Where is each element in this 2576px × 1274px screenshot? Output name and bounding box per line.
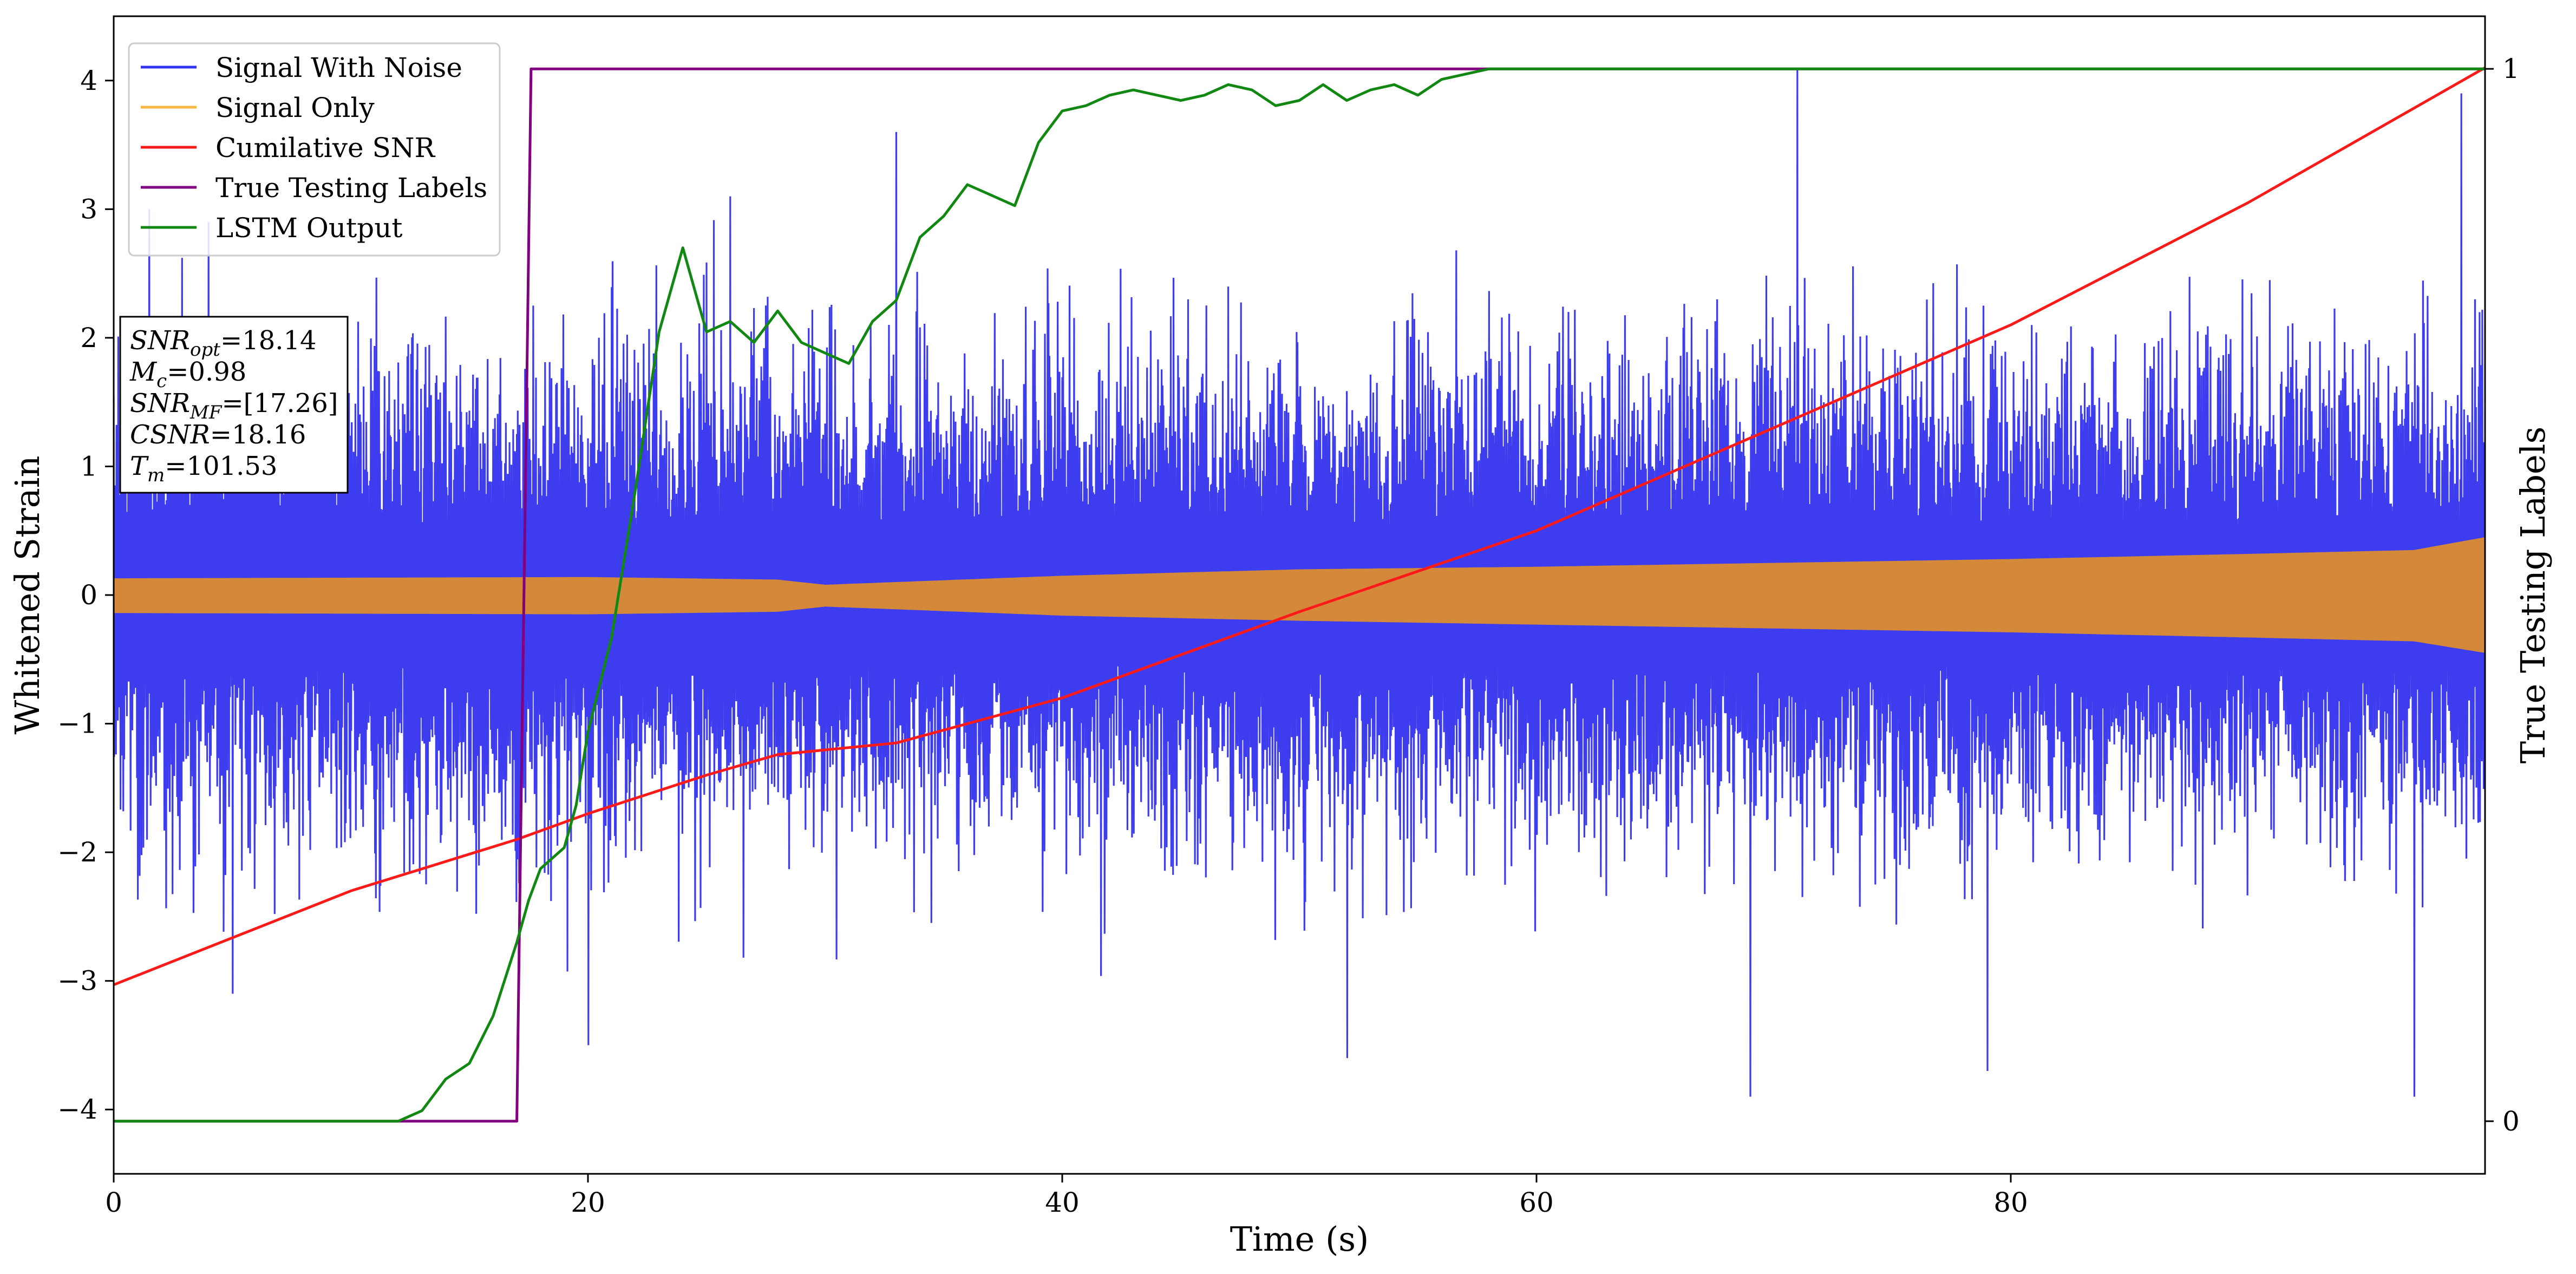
annotation-box: SNRopt=18.14Mc=0.98SNRMF=[17.26]CSNR=18.…: [119, 316, 349, 494]
x-tick-label: 40: [1045, 1187, 1080, 1218]
x-axis-label: Time (s): [1230, 1219, 1369, 1259]
y2-tick-label: 0: [2502, 1106, 2520, 1137]
annotation-line: Tm=101.53: [130, 451, 277, 486]
series-lstm-output: [114, 67, 2485, 1123]
annotation-line: CSNR=18.16: [130, 420, 306, 450]
y-tick-label: 1: [80, 450, 97, 482]
y2-axis-label: True Testing Labels: [2513, 427, 2553, 764]
x-tick-label: 80: [1993, 1187, 2028, 1218]
y-tick-label: 0: [80, 579, 97, 611]
legend-label: LSTM Output: [215, 212, 402, 244]
y-tick-label: 3: [80, 193, 97, 225]
annotation-line: SNRMF=[17.26]: [130, 388, 338, 423]
x-tick-label: 60: [1519, 1187, 1554, 1218]
y-tick-label: −2: [57, 837, 97, 868]
annotation-line: SNRopt=18.14: [130, 325, 317, 361]
y2-tick-label: 1: [2502, 53, 2520, 84]
y-axis-label: Whitened Strain: [8, 456, 47, 735]
y-tick-label: −3: [57, 965, 97, 997]
x-tick-label: 0: [105, 1187, 122, 1218]
legend: Signal With Noise Signal Only Cumilative S…: [128, 42, 501, 257]
annotation-frame: [119, 316, 349, 494]
y-tick-label: 2: [80, 322, 97, 354]
series-layer: [114, 66, 2485, 1123]
x-tick-label: 20: [571, 1187, 605, 1218]
series-cumilative-snr: [114, 66, 2485, 986]
legend-label: True Testing Labels: [215, 172, 487, 204]
legend-label: Signal Only: [215, 92, 375, 123]
series-signal-only: [114, 537, 2485, 653]
y-tick-label: 4: [80, 65, 97, 96]
annotation-line: Mc=0.98: [129, 357, 246, 392]
y-tick-label: −1: [57, 708, 97, 740]
legend-label: Cumilative SNR: [215, 132, 435, 164]
y-tick-label: −4: [57, 1094, 97, 1125]
legend-label: Signal With Noise: [215, 52, 462, 83]
legend-frame: [128, 42, 501, 257]
